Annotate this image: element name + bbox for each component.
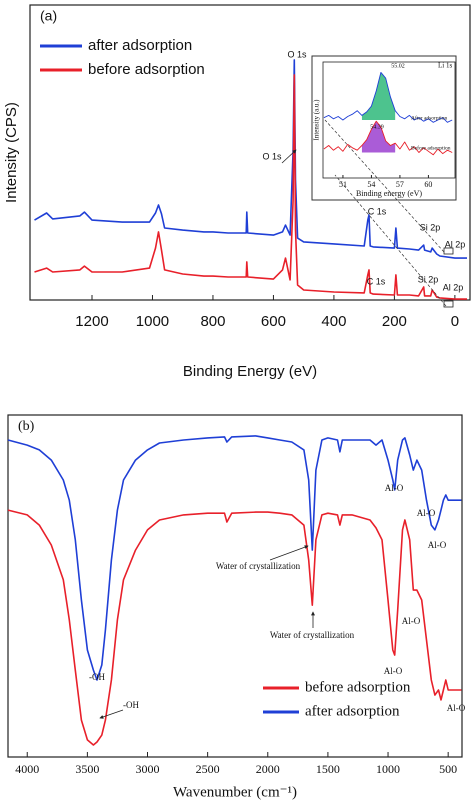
- legend-label: before adsorption: [88, 61, 205, 78]
- annotation: Water of crystallization: [270, 630, 355, 640]
- series-label: After adsorption: [411, 114, 447, 121]
- x-tick-label: 2500: [196, 762, 220, 776]
- annotation: Water of crystallization: [216, 561, 301, 571]
- zoom-marker: [443, 247, 454, 255]
- x-tick-label: 3500: [75, 762, 99, 776]
- y-axis-label: Intensity (a.u.): [313, 99, 321, 141]
- annotation: O 1s: [262, 151, 282, 161]
- x-tick-label: 4000: [15, 762, 39, 776]
- x-tick-label: 2000: [256, 762, 280, 776]
- annotation: Si 2p: [420, 222, 441, 232]
- annotation: O 1s: [287, 49, 307, 59]
- annotation: C 1s: [367, 276, 386, 286]
- series-line: [323, 71, 453, 123]
- x-tick-label: 500: [439, 762, 457, 776]
- legend-label: after adsorption: [305, 703, 400, 719]
- zoom-marker: [443, 300, 454, 308]
- x-tick-label: 400: [321, 313, 346, 330]
- annotation: C 1s: [368, 206, 387, 216]
- chart: 4000 3500 3000 2500 2000 1500 1000 500 Wavenumbe…: [7, 414, 466, 800]
- legend-label: before adsorption: [305, 679, 411, 695]
- x-tick-label: 54: [367, 180, 375, 189]
- x-tick-label: 600: [261, 313, 286, 330]
- plot-frame: [29, 4, 471, 301]
- x-tick-label: 51: [339, 180, 347, 189]
- series-line: [7, 435, 462, 681]
- annotation: Al 2p: [443, 282, 464, 292]
- x-tick-label: 0: [451, 313, 459, 330]
- series-label: Before adsorption: [411, 144, 451, 151]
- x-tick-label: 1000: [136, 313, 169, 330]
- annotation: -OH: [89, 672, 105, 682]
- chart: 1200 1000 800 600 400 200 0 Binding Energy (eV)…: [3, 4, 471, 380]
- x-tick-label: 200: [382, 313, 407, 330]
- x-tick-label: 3000: [136, 762, 160, 776]
- annotation: Al-O: [384, 666, 403, 676]
- y-axis-label: Intensity (CPS): [3, 102, 20, 203]
- x-axis-label: Wavenumber (cm⁻¹): [173, 784, 297, 800]
- annotation: Al-O: [385, 483, 404, 493]
- series-line: [323, 120, 453, 156]
- x-tick-label: 1000: [376, 762, 400, 776]
- annotation: -OH: [123, 700, 139, 710]
- x-tick-label: 1500: [316, 762, 340, 776]
- x-tick-label: 1200: [75, 313, 108, 330]
- panel-label: (a): [40, 8, 57, 24]
- annotation: Al-O: [417, 508, 436, 518]
- panel-label: (b): [18, 419, 35, 434]
- annotation-arrow: [281, 149, 297, 164]
- annotation: Si 2p: [418, 274, 439, 284]
- plot-frame: [7, 414, 463, 758]
- peak-fill: [361, 121, 396, 153]
- inset-title: Li 1s: [438, 62, 452, 70]
- x-tick-label: 57: [396, 180, 404, 189]
- series-line: [7, 509, 462, 746]
- x-axis-label: Binding Energy (eV): [183, 363, 317, 380]
- annotation: Al-O: [402, 616, 421, 626]
- legend-label: after adsorption: [88, 37, 192, 54]
- annotation: 55.02: [391, 63, 405, 69]
- x-tick-label: 60: [424, 180, 432, 189]
- plot-frame: [322, 61, 456, 179]
- zoom-guide: [334, 174, 447, 307]
- annotation-arrow: [269, 545, 309, 561]
- annotation-arrow: [99, 709, 124, 719]
- annotation: Al 2p: [445, 239, 466, 249]
- annotation: Al-O: [447, 703, 466, 713]
- series-line: [34, 74, 467, 300]
- x-tick-label: 800: [200, 313, 225, 330]
- annotation: 54.39: [370, 124, 384, 130]
- annotation: Al-O: [428, 540, 447, 550]
- x-axis-label: Binding energy (eV): [356, 189, 422, 198]
